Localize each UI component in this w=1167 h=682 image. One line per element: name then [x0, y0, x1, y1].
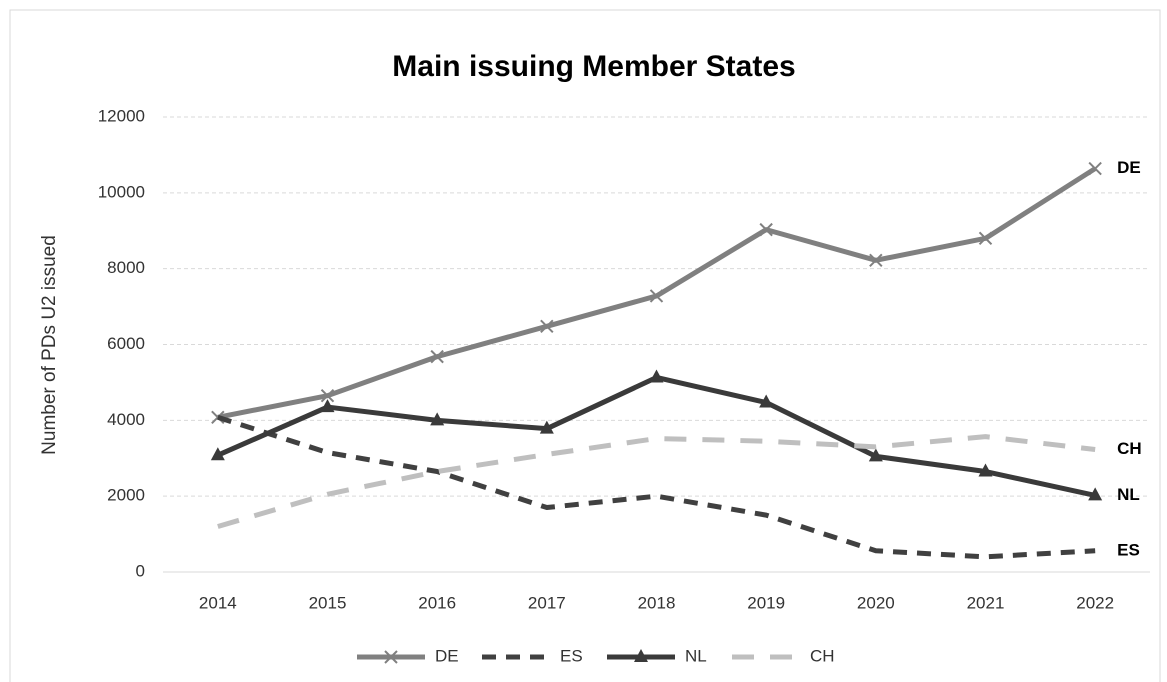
series-line	[217, 414, 1096, 560]
marker	[1088, 487, 1103, 501]
y-tick-label: 0	[136, 561, 145, 580]
end-label: CH	[1117, 439, 1142, 458]
marker	[430, 412, 445, 426]
marker	[759, 394, 774, 408]
chart-title: Main issuing Member States	[392, 50, 795, 83]
series-line	[217, 434, 1096, 529]
legend-label: CH	[810, 646, 835, 665]
x-tick-label: 2020	[857, 593, 895, 612]
legend-label: DE	[435, 646, 459, 665]
marker	[211, 410, 225, 425]
marker	[320, 399, 335, 413]
marker	[430, 349, 444, 364]
marker	[649, 369, 664, 383]
x-tick-label: 2019	[747, 593, 785, 612]
y-tick-label: 6000	[107, 334, 145, 353]
y-axis-label: Number of PDs U2 issued	[39, 235, 60, 455]
marker	[320, 388, 335, 403]
y-tick-label: 10000	[98, 182, 145, 201]
x-tick-label: 2018	[638, 593, 676, 612]
x-tick-label: 2015	[309, 593, 347, 612]
end-label: ES	[1117, 540, 1140, 559]
y-tick-label: 4000	[107, 410, 145, 429]
marker	[210, 447, 225, 461]
marker	[759, 222, 773, 237]
marker	[384, 650, 398, 664]
chart-border	[9, 9, 1161, 682]
marker	[978, 231, 993, 246]
legend-label: ES	[560, 646, 583, 665]
marker	[868, 448, 883, 462]
legend-label: NL	[685, 646, 707, 665]
marker	[1088, 161, 1102, 176]
marker	[634, 649, 648, 662]
marker	[539, 420, 554, 434]
x-tick-label: 2021	[967, 593, 1005, 612]
y-tick-label: 8000	[107, 258, 145, 277]
end-label: NL	[1117, 485, 1140, 504]
marker	[649, 289, 664, 303]
marker	[869, 253, 883, 268]
end-label: DE	[1117, 158, 1141, 177]
x-tick-label: 2016	[418, 593, 456, 612]
y-tick-label: 2000	[107, 486, 145, 505]
y-tick-label: 12000	[98, 106, 145, 125]
x-tick-label: 2014	[199, 593, 237, 612]
marker	[978, 463, 993, 477]
x-tick-label: 2022	[1076, 593, 1114, 612]
marker	[540, 319, 554, 334]
x-tick-label: 2017	[528, 593, 566, 612]
